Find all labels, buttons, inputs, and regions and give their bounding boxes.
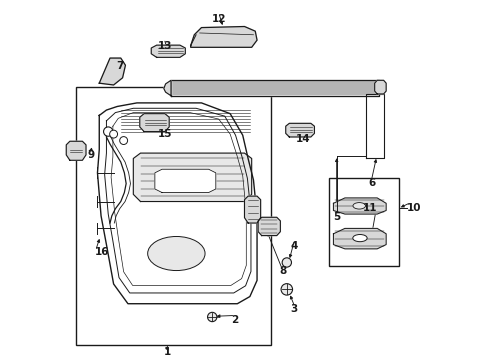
Ellipse shape <box>352 234 366 242</box>
Polygon shape <box>333 228 386 249</box>
Polygon shape <box>333 198 386 214</box>
Polygon shape <box>163 80 171 96</box>
Polygon shape <box>133 153 251 202</box>
Text: 3: 3 <box>290 304 297 314</box>
Bar <box>76 87 271 345</box>
Text: 9: 9 <box>87 150 94 160</box>
Ellipse shape <box>352 203 365 209</box>
Circle shape <box>207 312 217 321</box>
Bar <box>328 178 398 266</box>
Text: 7: 7 <box>116 61 123 71</box>
Polygon shape <box>171 80 378 96</box>
Polygon shape <box>258 217 280 235</box>
Polygon shape <box>140 114 169 132</box>
Polygon shape <box>244 196 260 223</box>
Polygon shape <box>66 141 86 160</box>
Text: 13: 13 <box>157 41 172 50</box>
Circle shape <box>120 136 127 144</box>
Text: 16: 16 <box>94 247 109 257</box>
Text: 10: 10 <box>406 203 420 213</box>
Polygon shape <box>190 27 257 47</box>
Text: 11: 11 <box>362 203 376 213</box>
Text: 15: 15 <box>158 129 172 139</box>
Polygon shape <box>374 80 386 94</box>
Polygon shape <box>285 123 314 137</box>
Text: 6: 6 <box>367 178 375 188</box>
Polygon shape <box>155 169 215 193</box>
Circle shape <box>109 130 117 138</box>
Ellipse shape <box>147 237 204 271</box>
Text: 1: 1 <box>163 347 171 357</box>
Circle shape <box>282 258 291 267</box>
Text: 12: 12 <box>212 14 226 24</box>
Circle shape <box>103 127 113 136</box>
Polygon shape <box>151 45 185 57</box>
Text: 8: 8 <box>279 266 286 276</box>
Circle shape <box>281 284 292 295</box>
Text: 5: 5 <box>332 212 340 221</box>
Text: 14: 14 <box>295 134 309 144</box>
Text: 4: 4 <box>290 241 297 251</box>
Text: 2: 2 <box>230 315 238 325</box>
Polygon shape <box>99 58 125 85</box>
